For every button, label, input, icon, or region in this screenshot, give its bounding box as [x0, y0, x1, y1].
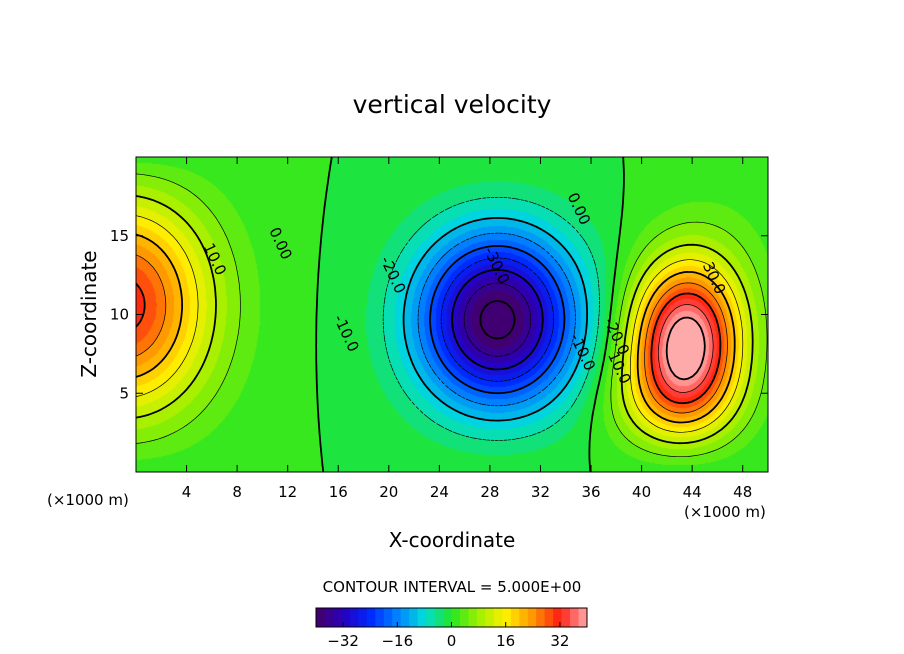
- colorbar-tick-label: 16: [496, 632, 515, 650]
- colorbar-swatch: [341, 608, 351, 627]
- colorbar-swatch: [476, 608, 486, 627]
- y-axis: 5 10 15: [110, 227, 768, 402]
- colorbar-tick-label: 0: [447, 632, 457, 650]
- contour-level: [479, 300, 516, 340]
- x-tick-label: 48: [733, 483, 752, 501]
- colorbar-swatch: [316, 608, 325, 627]
- colorbar-swatch: [578, 608, 588, 627]
- colorbar-tick-label: −32: [327, 632, 359, 650]
- x-tick-label: 20: [379, 483, 398, 501]
- y-axis-label: Z-coordinate: [77, 250, 101, 377]
- colorbar-tick-label: 32: [550, 632, 569, 650]
- contour-interval-text: CONTOUR INTERVAL = 5.000E+00: [323, 578, 582, 596]
- colorbar-tick-label: −16: [381, 632, 413, 650]
- colorbar-swatch: [502, 608, 512, 627]
- colorbar-swatch: [417, 608, 427, 627]
- colorbar-swatch: [536, 608, 545, 627]
- z-unit-label: (×1000 m): [47, 491, 129, 509]
- colorbar-swatch: [527, 608, 537, 627]
- colorbar-swatch: [485, 608, 495, 627]
- x-tick-label: 40: [632, 483, 651, 501]
- colorbar-swatch: [553, 608, 562, 627]
- contour-level: [315, 157, 625, 472]
- contour-level: [402, 217, 588, 422]
- colorbar-swatch: [451, 608, 461, 627]
- colorbar-swatch: [510, 608, 520, 627]
- colorbar-swatch: [324, 608, 334, 627]
- colorbar-swatch: [468, 608, 478, 627]
- contour-level: [658, 304, 714, 393]
- colorbar-swatch: [434, 608, 444, 627]
- colorbar-swatch: [409, 608, 418, 627]
- x-tick-label: 44: [683, 483, 702, 501]
- x-axis-label: X-coordinate: [389, 528, 516, 552]
- colorbar-swatch: [400, 608, 410, 627]
- chart-title: vertical velocity: [353, 90, 552, 119]
- x-axis: 4 8 12 16 20 24 28 32 36 40 44 48: [182, 157, 752, 501]
- colorbar-ticks: −32 −16 0 16 32: [327, 622, 569, 650]
- x-tick-label: 36: [581, 483, 600, 501]
- x-tick-label: 8: [232, 483, 242, 501]
- contour-level: [136, 282, 722, 405]
- x-tick-label: 32: [531, 483, 550, 501]
- x-tick-label: 28: [480, 483, 499, 501]
- colorbar-swatch: [519, 608, 529, 627]
- colorbar-swatch: [358, 608, 368, 627]
- x-tick-label: 24: [430, 483, 449, 501]
- colorbar-swatch: [349, 608, 359, 627]
- colorbar-swatch: [459, 608, 469, 627]
- colorbar-swatch: [570, 608, 579, 627]
- colorbar-swatch: [375, 608, 385, 627]
- colorbar-swatch: [366, 608, 376, 627]
- contour-level: [451, 269, 544, 371]
- contour-level: [463, 282, 532, 357]
- x-unit-label: (×1000 m): [684, 503, 766, 521]
- contour-level: [136, 254, 728, 414]
- colorbar-swatch: [426, 608, 435, 627]
- colorbar-swatch: [561, 608, 571, 627]
- contour-level: [136, 173, 768, 458]
- x-tick-label: 12: [278, 483, 297, 501]
- y-tick-label: 5: [119, 384, 129, 402]
- colorbar-swatch: [544, 608, 554, 627]
- contour-level: [665, 316, 706, 381]
- contour-level: [136, 233, 736, 424]
- contour-level: [417, 232, 576, 407]
- colorbar-stripes: [316, 608, 588, 627]
- colorbar-swatch: [332, 608, 342, 627]
- contour-level: [429, 245, 566, 395]
- contour-level: [382, 196, 600, 441]
- contour-lines: [136, 157, 768, 472]
- contour-level: [136, 215, 744, 433]
- x-tick-label: 16: [329, 483, 348, 501]
- colorbar-swatch: [443, 608, 452, 627]
- contour-level: [136, 195, 754, 445]
- contour-level: [440, 257, 555, 382]
- y-tick-label: 10: [110, 306, 129, 324]
- x-tick-label: 4: [182, 483, 192, 501]
- y-tick-label: 15: [110, 227, 129, 245]
- colorbar-swatch: [383, 608, 393, 627]
- colorbar-swatch: [493, 608, 503, 627]
- colorbar-swatch: [392, 608, 401, 627]
- colorbar: −32 −16 0 16 32: [315, 607, 588, 650]
